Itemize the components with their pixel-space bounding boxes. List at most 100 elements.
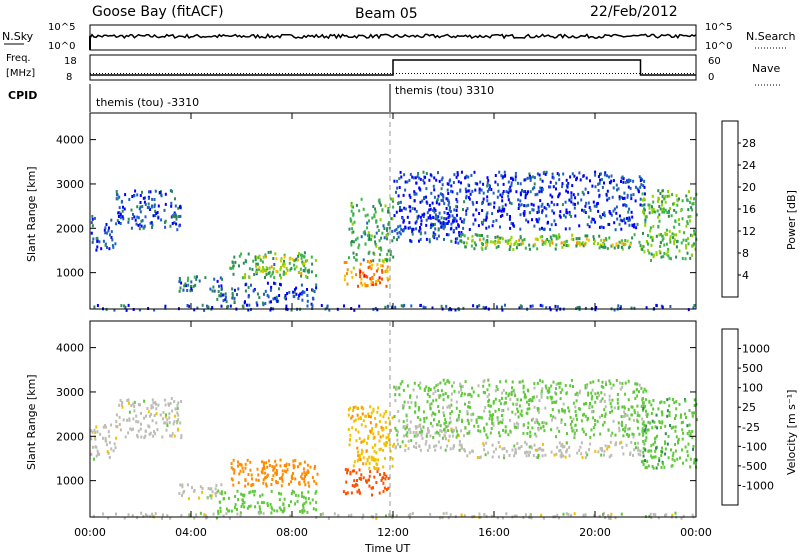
data-cell <box>607 514 610 517</box>
data-cell <box>124 305 127 309</box>
x-tick-label: 20:00 <box>579 526 611 539</box>
data-cell <box>157 204 160 208</box>
data-cell <box>555 243 558 247</box>
data-cell <box>110 230 113 234</box>
data-cell <box>452 218 455 222</box>
data-cell <box>642 459 645 463</box>
data-cell <box>661 460 664 464</box>
data-cell <box>393 229 396 233</box>
data-cell <box>592 433 595 437</box>
data-cell <box>661 234 664 238</box>
data-cell <box>411 511 414 515</box>
data-cell <box>591 394 594 398</box>
data-cell <box>678 222 681 226</box>
data-cell <box>602 513 604 516</box>
data-cell <box>620 415 623 419</box>
data-cell <box>149 431 152 435</box>
data-cell <box>534 448 537 452</box>
data-cell <box>365 480 368 484</box>
data-cell <box>376 263 379 267</box>
data-cell <box>672 202 674 206</box>
data-cell <box>631 224 634 228</box>
data-cell <box>416 395 418 399</box>
data-cell <box>456 171 459 175</box>
data-cell <box>359 262 362 266</box>
data-cell <box>539 426 542 430</box>
data-cell <box>552 211 555 215</box>
data-cell <box>538 190 541 194</box>
data-cell <box>643 197 646 201</box>
data-cell <box>640 460 643 464</box>
data-cell <box>572 385 574 388</box>
data-cell <box>231 292 234 295</box>
data-cell <box>645 436 648 440</box>
data-cell <box>367 266 370 270</box>
data-cell <box>587 238 590 242</box>
data-cell <box>557 409 560 413</box>
data-cell <box>375 280 378 283</box>
data-cell <box>378 276 381 280</box>
data-cell <box>221 277 223 281</box>
data-cell <box>618 222 621 226</box>
data-cell <box>303 502 306 506</box>
data-cell <box>263 269 266 273</box>
data-cell <box>524 393 526 397</box>
data-cell <box>560 421 563 424</box>
data-cell <box>275 479 278 483</box>
data-cell <box>153 430 155 433</box>
data-cell <box>526 432 529 435</box>
data-cell <box>132 417 135 421</box>
data-cell <box>327 517 330 520</box>
colorbar-tick-label: 8 <box>742 247 749 260</box>
data-cell <box>642 231 644 235</box>
data-cell <box>579 243 582 247</box>
data-cell <box>575 413 578 417</box>
data-cell <box>592 380 595 384</box>
data-cell <box>530 445 532 449</box>
data-cell <box>542 448 545 452</box>
data-cell <box>451 434 454 438</box>
data-cell <box>600 238 603 242</box>
data-cell <box>656 199 659 203</box>
data-cell <box>228 266 231 270</box>
data-cell <box>428 429 430 433</box>
data-cell <box>441 183 444 187</box>
data-cell <box>565 239 568 243</box>
data-cell <box>437 394 440 398</box>
data-cell <box>665 242 668 246</box>
data-cell <box>419 424 421 428</box>
data-cell <box>642 446 645 450</box>
data-cell <box>390 217 393 221</box>
data-cell <box>660 410 663 414</box>
data-cell <box>537 428 540 432</box>
data-cell <box>587 191 590 195</box>
y-tick-label: 4000 <box>56 134 84 147</box>
data-cell <box>553 234 556 238</box>
data-cell <box>105 231 108 235</box>
data-cell <box>473 241 476 245</box>
data-cell <box>137 216 140 220</box>
data-cell <box>479 180 482 184</box>
sky-noise-line <box>89 33 697 40</box>
data-cell <box>555 181 558 185</box>
data-cell <box>603 408 606 412</box>
data-cell <box>519 199 522 203</box>
data-cell <box>387 209 389 213</box>
data-cell <box>654 455 657 459</box>
data-cell <box>242 305 245 309</box>
data-cell <box>668 397 671 401</box>
data-cell <box>457 434 460 438</box>
data-cell <box>425 223 428 227</box>
data-cell <box>544 384 547 388</box>
data-cell <box>645 389 648 393</box>
data-cell <box>247 482 250 486</box>
data-cell <box>150 406 153 410</box>
data-cell <box>603 449 606 453</box>
data-cell <box>258 255 261 259</box>
data-cell <box>648 400 651 404</box>
data-cell <box>379 435 382 439</box>
data-cell <box>499 225 501 229</box>
data-cell <box>569 422 572 426</box>
data-cell <box>385 410 388 414</box>
